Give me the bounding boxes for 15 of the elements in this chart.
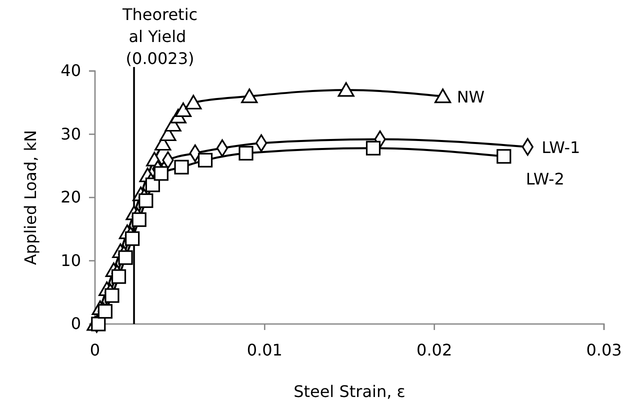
y-axis-title: Applied Load, kN xyxy=(21,130,40,266)
y-tick-label: 40 xyxy=(60,61,81,80)
y-tick-label: 0 xyxy=(70,314,81,334)
y-tick-label: 10 xyxy=(60,250,81,270)
x-tick-label: 0.01 xyxy=(246,340,282,360)
y-tick-label: 20 xyxy=(60,188,81,207)
x-tick-label: 0 xyxy=(90,340,100,360)
x-tick-label: 0.03 xyxy=(586,340,622,360)
series-label: LW-1 xyxy=(542,138,580,157)
series-label: LW-2 xyxy=(526,169,564,188)
series-label: NW xyxy=(456,87,485,106)
ref-line-label: Theoretical Yield (0.0023) xyxy=(121,5,198,68)
y-tick-label: 30 xyxy=(60,124,81,144)
x-tick-label: 0.02 xyxy=(416,340,452,360)
x-axis-title: Steel Strain, ε xyxy=(294,382,406,401)
